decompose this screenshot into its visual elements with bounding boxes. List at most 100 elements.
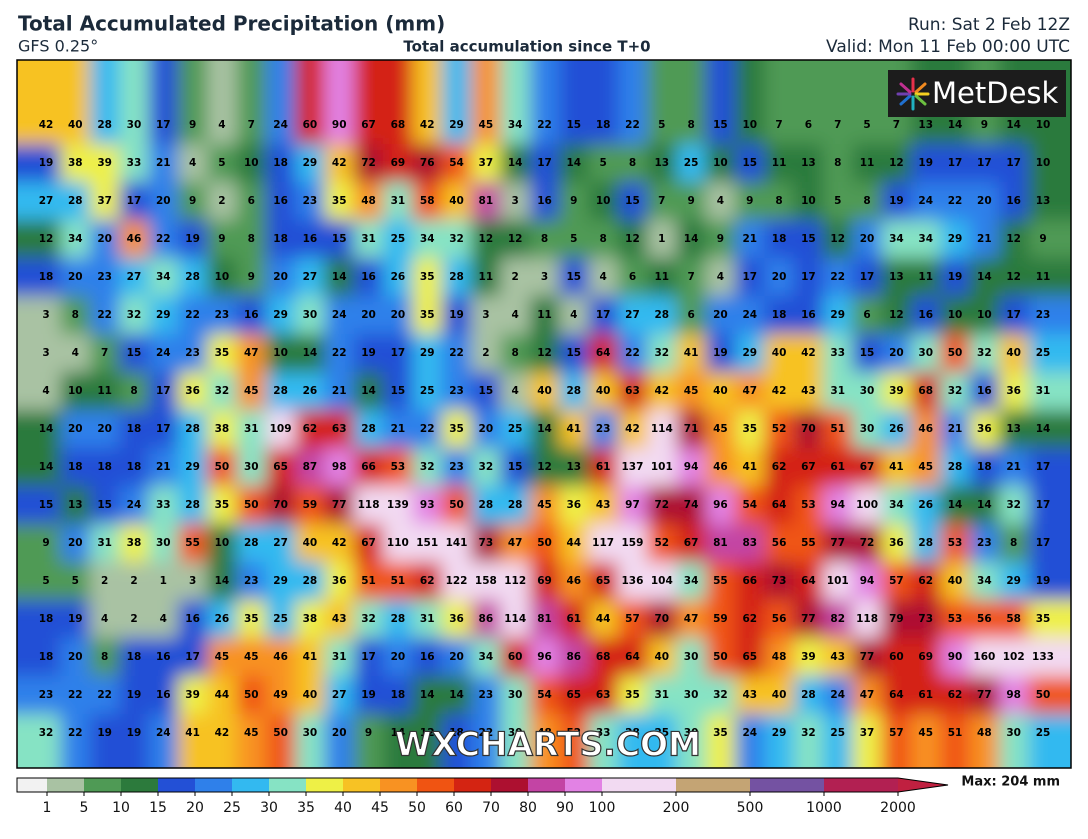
value-label: 61 [918,689,933,701]
field-cell [969,258,1001,297]
colorbar-label: 50 [408,800,426,816]
field-cell [412,372,443,411]
field-cell [999,448,1030,487]
field-cell [17,60,62,145]
value-label: 9 [1039,233,1046,245]
value-label: 93 [420,499,435,511]
value-label: 47 [508,537,523,549]
value-label: 19 [361,347,376,359]
value-label: 20 [361,309,376,321]
value-label: 14 [39,423,54,435]
field-cell [412,182,443,221]
field-cell [295,182,326,221]
value-label: 28 [654,309,669,321]
value-label: 30 [684,689,699,701]
field-cell [236,258,267,297]
colorbar-label: 500 [737,800,764,816]
value-label: 15 [391,385,406,397]
value-label: 18 [391,689,406,701]
value-label: 10 [977,309,992,321]
field-cell [119,562,150,601]
value-label: 62 [742,613,757,625]
field-cell [881,220,913,259]
value-label: 27 [625,309,640,321]
value-label: 25 [273,613,288,625]
value-label: 17 [596,309,611,321]
value-label: 7 [101,347,108,359]
field-cell [911,182,942,221]
value-label: 62 [948,689,963,701]
value-label: 34 [420,233,435,245]
colorbar-label: 20 [186,800,204,816]
field-cell [764,714,795,768]
value-label: 62 [303,423,318,435]
field-cell [940,410,971,449]
field-cell [441,144,473,183]
value-label: 34 [889,499,904,511]
field-cell [60,638,91,677]
field-cell [588,448,619,487]
field-cell [471,334,502,373]
value-label: 40 [596,385,611,397]
field-cell [89,448,121,487]
field-cell [559,258,590,297]
value-label: 34 [68,233,83,245]
value-label: 10 [801,195,816,207]
value-label: 37 [860,727,875,739]
colorbar-label: 100 [589,800,616,816]
value-label: 114 [504,613,526,625]
field-cell [177,638,209,677]
field-cell [207,676,238,715]
field-cell [823,714,854,768]
value-label: 19 [918,157,933,169]
field-cell [441,486,473,525]
value-label: 34 [684,575,699,587]
field-cell [295,714,326,768]
value-label: 101 [651,461,673,473]
field-cell [705,448,737,487]
value-label: 39 [801,651,816,663]
field-cell [969,714,1001,768]
value-label: 12 [537,461,552,473]
value-label: 68 [596,651,611,663]
field-cell [412,220,443,259]
field-cell [559,144,590,183]
value-label: 62 [918,575,933,587]
value-label: 12 [830,233,845,245]
field-cell [441,638,473,677]
value-label: 68 [918,385,933,397]
value-label: 20 [391,309,406,321]
field-cell [588,486,619,525]
field-cell [529,600,561,639]
value-label: 104 [651,575,673,587]
field-cell [705,486,737,525]
field-cell [207,562,238,601]
field-cell [940,296,971,335]
field-cell [295,562,326,601]
field-cell [852,296,883,335]
value-label: 19 [39,157,54,169]
value-label: 29 [742,347,757,359]
value-label: 47 [860,689,875,701]
value-label: 12 [625,233,640,245]
value-label: 22 [449,347,464,359]
value-label: 48 [361,195,376,207]
field-cell [60,676,91,715]
value-label: 29 [156,309,171,321]
field-cell [1028,372,1071,411]
value-label: 8 [101,651,108,663]
field-cell [265,676,297,715]
value-label: 54 [449,157,464,169]
value-label: 5 [570,233,577,245]
value-label: 6 [805,119,812,131]
value-label: 50 [215,461,230,473]
value-label: 29 [1006,575,1021,587]
colorbar-label: 200 [663,800,690,816]
field-cell [588,144,619,183]
field-cell [940,182,971,221]
field-cell [647,334,678,373]
field-cell [207,600,238,639]
value-label: 33 [156,499,171,511]
field-cell [852,60,883,145]
value-label: 8 [541,233,548,245]
